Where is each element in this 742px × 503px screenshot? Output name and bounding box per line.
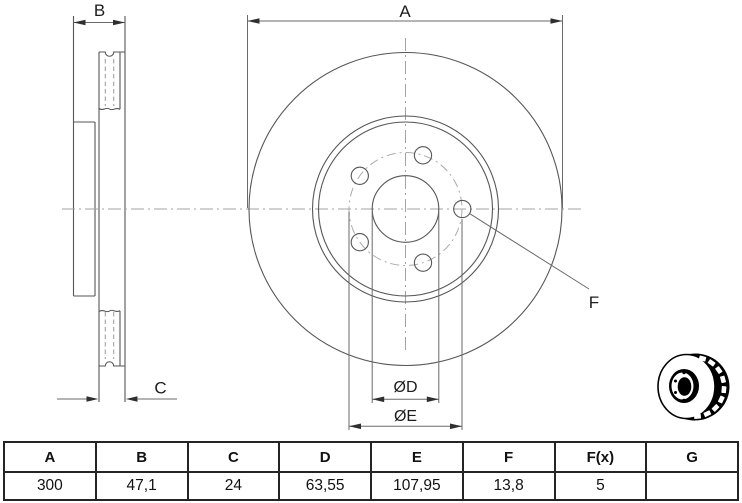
spec-header-cell: F <box>461 441 556 473</box>
vent-break-top <box>98 107 121 111</box>
ring-top-edge <box>99 51 125 57</box>
icon-vent-slots <box>693 355 727 419</box>
arrowhead-left <box>247 18 260 24</box>
spec-value-cell: 5 <box>553 471 648 501</box>
spec-value-cell: 13,8 <box>461 471 556 501</box>
ring-bottom-edge <box>99 361 125 367</box>
arrowhead-right <box>550 18 563 24</box>
leader-line <box>469 213 590 290</box>
hat-lip-circle <box>317 121 494 297</box>
bolt-hole <box>350 166 369 185</box>
dim-label-b: B <box>94 1 105 20</box>
arrowhead-right <box>113 19 125 26</box>
icon-bolt-dot <box>674 391 677 394</box>
spec-header-cell: G <box>645 441 739 473</box>
arrowhead-right <box>125 396 138 402</box>
spec-header-cell: E <box>370 441 464 473</box>
hat-outer-circle <box>311 115 500 303</box>
spec-header-row: A B C D E F F(x) G <box>3 441 739 473</box>
vent-break-bottom <box>98 309 121 313</box>
dimension-f: F <box>469 213 599 312</box>
bolt-hole <box>350 233 369 252</box>
spec-value-cell: 300 <box>3 471 97 501</box>
spec-header-cell: B <box>94 441 189 473</box>
arrowhead-right <box>450 423 462 430</box>
icon-bolt-dot <box>682 370 686 375</box>
bolt-hole <box>413 253 433 272</box>
arrowhead-right <box>426 396 439 403</box>
spec-table: A B C D E F F(x) G 300 47,1 24 63,55 107… <box>3 441 739 501</box>
icon-center-bore <box>677 377 692 396</box>
spec-value-row: 300 47,1 24 63,55 107,95 13,8 5 <box>3 471 739 501</box>
brake-disc-3d-icon <box>657 353 730 421</box>
dim-label-e: ØE <box>394 408 417 425</box>
bolt-circle <box>348 152 463 266</box>
arrowhead-left <box>73 19 86 26</box>
spec-value-cell <box>645 471 739 501</box>
arrowhead-left <box>86 396 99 402</box>
spec-value-cell: 107,95 <box>370 471 464 501</box>
arrowhead-left <box>349 423 361 430</box>
spec-header-cell: A <box>3 441 97 473</box>
spec-header-cell: C <box>186 441 281 473</box>
dimension-e: ØE <box>348 212 463 430</box>
dim-label-d: ØD <box>394 379 418 396</box>
dim-label-f: F <box>589 293 599 312</box>
bolt-hole <box>413 146 433 165</box>
dimension-c: C <box>57 379 177 402</box>
dim-label-a: A <box>399 2 411 21</box>
dimension-b: B <box>73 1 125 26</box>
icon-bolt-dot <box>682 398 686 403</box>
dimension-a: A <box>247 2 563 208</box>
spec-header-cell: F(x) <box>553 441 648 473</box>
bolt-hole <box>453 199 472 219</box>
outer-diameter-circle <box>248 51 563 367</box>
spec-value-cell: 47,1 <box>94 471 189 501</box>
spec-value-cell: 24 <box>186 471 281 501</box>
dim-label-c: C <box>154 379 166 398</box>
icon-bolt-dot <box>674 379 677 383</box>
front-view <box>248 51 563 367</box>
center-bore-circle <box>371 175 440 243</box>
dimension-d: ØD <box>371 212 440 403</box>
arrowhead-left <box>372 396 385 403</box>
center-lines <box>62 38 581 350</box>
spec-value-cell: 63,55 <box>278 471 372 501</box>
spec-header-cell: D <box>278 441 372 473</box>
